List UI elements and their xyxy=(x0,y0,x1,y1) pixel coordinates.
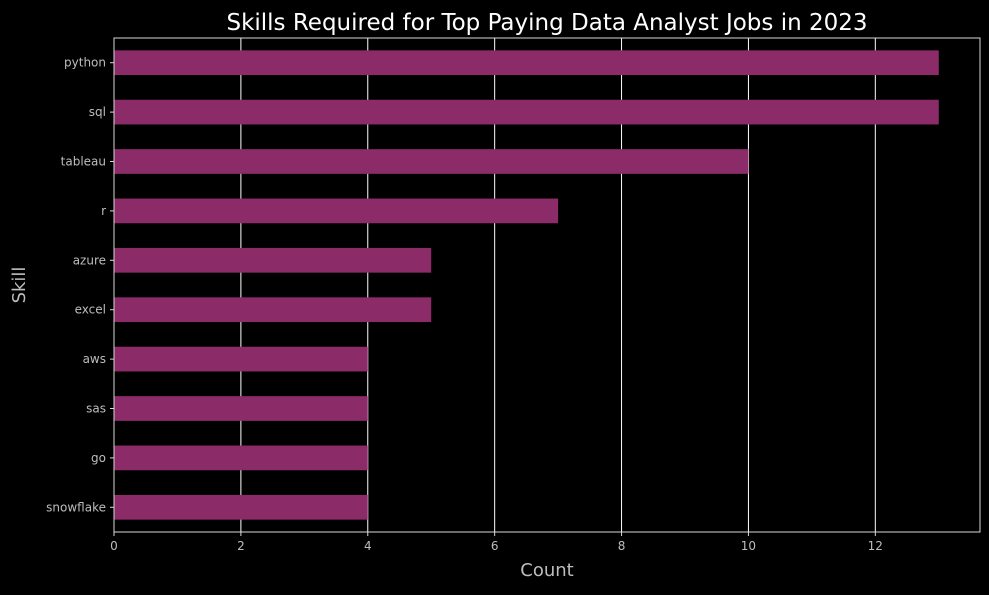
bar-sql xyxy=(114,99,939,125)
bar-snowflake xyxy=(114,494,368,520)
y-tick-label: azure xyxy=(73,253,106,267)
x-ticks: 0 2 4 6 8 10 12 xyxy=(110,532,883,553)
bar-sas xyxy=(114,396,368,421)
y-tick-label: tableau xyxy=(61,155,106,169)
bar-excel xyxy=(114,297,432,323)
x-tick-label: 0 xyxy=(110,539,118,553)
bars xyxy=(114,50,939,520)
x-tick-label: 6 xyxy=(491,539,499,553)
y-axis-title: Skill xyxy=(9,267,30,304)
bar-aws xyxy=(114,346,368,372)
y-tick-label: r xyxy=(101,204,106,218)
y-tick-label: snowflake xyxy=(46,500,106,514)
bar-r xyxy=(114,198,559,224)
x-axis-title: Count xyxy=(520,560,573,581)
y-tick-label: excel xyxy=(75,303,106,317)
bar-tableau xyxy=(114,149,749,174)
x-tick-label: 2 xyxy=(237,539,245,553)
y-tick-label: python xyxy=(64,56,106,70)
plot-frame xyxy=(113,37,981,533)
bar-go xyxy=(114,445,368,471)
bar-azure xyxy=(114,247,432,273)
y-tick-label: sas xyxy=(86,402,106,416)
x-tick-label: 8 xyxy=(618,539,626,553)
y-tick-label: sql xyxy=(89,105,106,119)
y-tick-label: go xyxy=(91,451,106,465)
chart-title: Skills Required for Top Paying Data Anal… xyxy=(226,10,867,36)
x-tick-label: 10 xyxy=(741,539,756,553)
x-tick-label: 12 xyxy=(868,539,883,553)
x-tick-label: 4 xyxy=(364,539,372,553)
y-ticks: python sql tableau r azure excel aws sas go snowf… xyxy=(46,56,114,514)
y-tick-label: aws xyxy=(83,352,106,366)
bar-python xyxy=(114,50,939,76)
